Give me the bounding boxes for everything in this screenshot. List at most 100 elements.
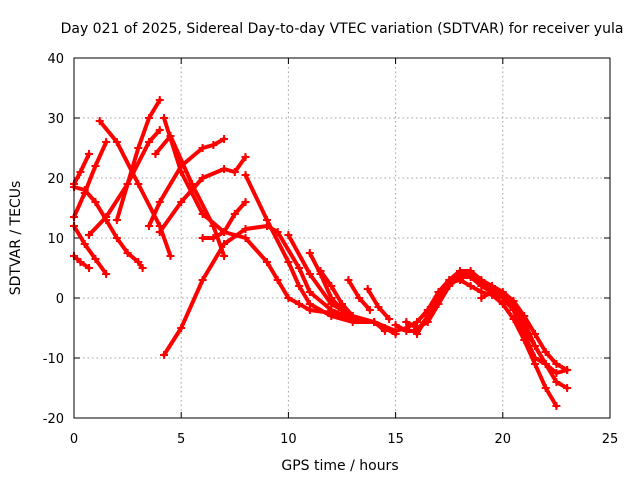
point-marker bbox=[241, 225, 250, 233]
point-marker bbox=[305, 288, 314, 296]
point-marker bbox=[91, 255, 100, 263]
series-track-4 bbox=[72, 152, 91, 186]
axis-ticks: 0 5 10 15 20 25 -20 -10 0 10 20 30 40 bbox=[43, 52, 619, 447]
x-tick-label: 10 bbox=[280, 432, 297, 447]
series-track-2 bbox=[72, 224, 109, 276]
point-marker bbox=[380, 324, 389, 332]
point-marker bbox=[477, 294, 486, 302]
point-marker bbox=[220, 252, 229, 260]
point-marker bbox=[134, 180, 143, 188]
point-marker bbox=[220, 228, 229, 236]
point-marker bbox=[76, 258, 85, 266]
point-marker bbox=[363, 285, 372, 293]
x-tick-label: 15 bbox=[387, 432, 404, 447]
point-marker bbox=[295, 264, 304, 272]
point-marker bbox=[402, 318, 411, 326]
point-marker bbox=[316, 267, 325, 275]
point-marker bbox=[370, 318, 379, 326]
point-marker bbox=[123, 180, 132, 188]
point-marker bbox=[145, 222, 154, 230]
point-marker bbox=[220, 240, 229, 248]
x-tick-label: 0 bbox=[70, 432, 78, 447]
point-marker bbox=[85, 264, 94, 272]
point-marker bbox=[466, 273, 475, 281]
point-marker bbox=[413, 330, 422, 338]
point-marker bbox=[374, 303, 383, 311]
point-marker bbox=[241, 198, 250, 206]
point-marker bbox=[155, 198, 164, 206]
point-marker bbox=[391, 321, 400, 329]
point-marker bbox=[241, 153, 250, 161]
point-marker bbox=[344, 276, 353, 284]
point-marker bbox=[284, 258, 293, 266]
point-marker bbox=[434, 294, 443, 302]
point-marker bbox=[102, 138, 111, 146]
point-marker bbox=[138, 264, 147, 272]
y-tick-label: -20 bbox=[43, 412, 64, 427]
point-marker bbox=[509, 306, 518, 314]
point-marker bbox=[155, 228, 164, 236]
point-marker bbox=[145, 114, 154, 122]
point-marker bbox=[530, 330, 539, 338]
point-marker bbox=[338, 300, 346, 308]
point-marker bbox=[177, 168, 186, 176]
point-marker bbox=[230, 168, 239, 176]
point-marker bbox=[445, 279, 454, 287]
point-marker bbox=[166, 252, 175, 260]
series-track-5 bbox=[72, 140, 109, 219]
point-marker bbox=[305, 270, 314, 278]
point-marker bbox=[563, 366, 572, 374]
point-marker bbox=[552, 360, 561, 368]
point-marker bbox=[198, 144, 207, 152]
point-marker bbox=[327, 294, 336, 302]
point-marker bbox=[541, 348, 550, 356]
y-tick-label: 40 bbox=[47, 52, 64, 67]
point-marker bbox=[327, 312, 336, 320]
point-marker bbox=[385, 315, 394, 323]
point-marker bbox=[112, 216, 121, 224]
x-tick-label: 20 bbox=[495, 432, 512, 447]
point-marker bbox=[488, 288, 497, 296]
y-tick-label: 10 bbox=[47, 232, 64, 247]
series-track-10 bbox=[157, 155, 248, 234]
point-marker bbox=[155, 96, 164, 104]
point-marker bbox=[145, 138, 154, 146]
point-marker bbox=[295, 300, 304, 308]
point-marker bbox=[155, 126, 164, 134]
point-marker bbox=[284, 231, 293, 239]
point-marker bbox=[365, 306, 374, 314]
point-marker bbox=[95, 117, 104, 125]
x-tick-label: 5 bbox=[177, 432, 185, 447]
y-axis-label: SDTVAR / TECUs bbox=[8, 181, 24, 296]
plot-frame bbox=[73, 57, 611, 419]
series-track-15 bbox=[243, 173, 377, 324]
series-track-3 bbox=[72, 185, 145, 270]
point-marker bbox=[466, 282, 475, 290]
point-marker bbox=[102, 213, 111, 221]
point-marker bbox=[498, 294, 507, 302]
point-marker bbox=[355, 294, 364, 302]
point-marker bbox=[123, 249, 132, 257]
point-marker bbox=[295, 282, 304, 290]
point-marker bbox=[85, 150, 94, 158]
point-marker bbox=[541, 384, 550, 392]
point-marker bbox=[112, 234, 121, 242]
point-marker bbox=[230, 210, 239, 218]
point-marker bbox=[284, 294, 293, 302]
series-track-18 bbox=[318, 269, 355, 318]
point-marker bbox=[402, 327, 411, 335]
series-track-12 bbox=[162, 116, 387, 333]
point-marker bbox=[91, 162, 100, 170]
point-marker bbox=[305, 249, 314, 257]
point-marker bbox=[76, 168, 85, 176]
point-marker bbox=[530, 342, 539, 350]
point-marker bbox=[102, 270, 111, 278]
y-tick-label: 30 bbox=[47, 112, 64, 127]
point-marker bbox=[134, 144, 143, 152]
point-marker bbox=[198, 276, 207, 284]
point-marker bbox=[151, 150, 160, 158]
point-marker bbox=[220, 165, 229, 173]
series-track-17 bbox=[307, 251, 344, 312]
point-marker bbox=[198, 234, 207, 242]
